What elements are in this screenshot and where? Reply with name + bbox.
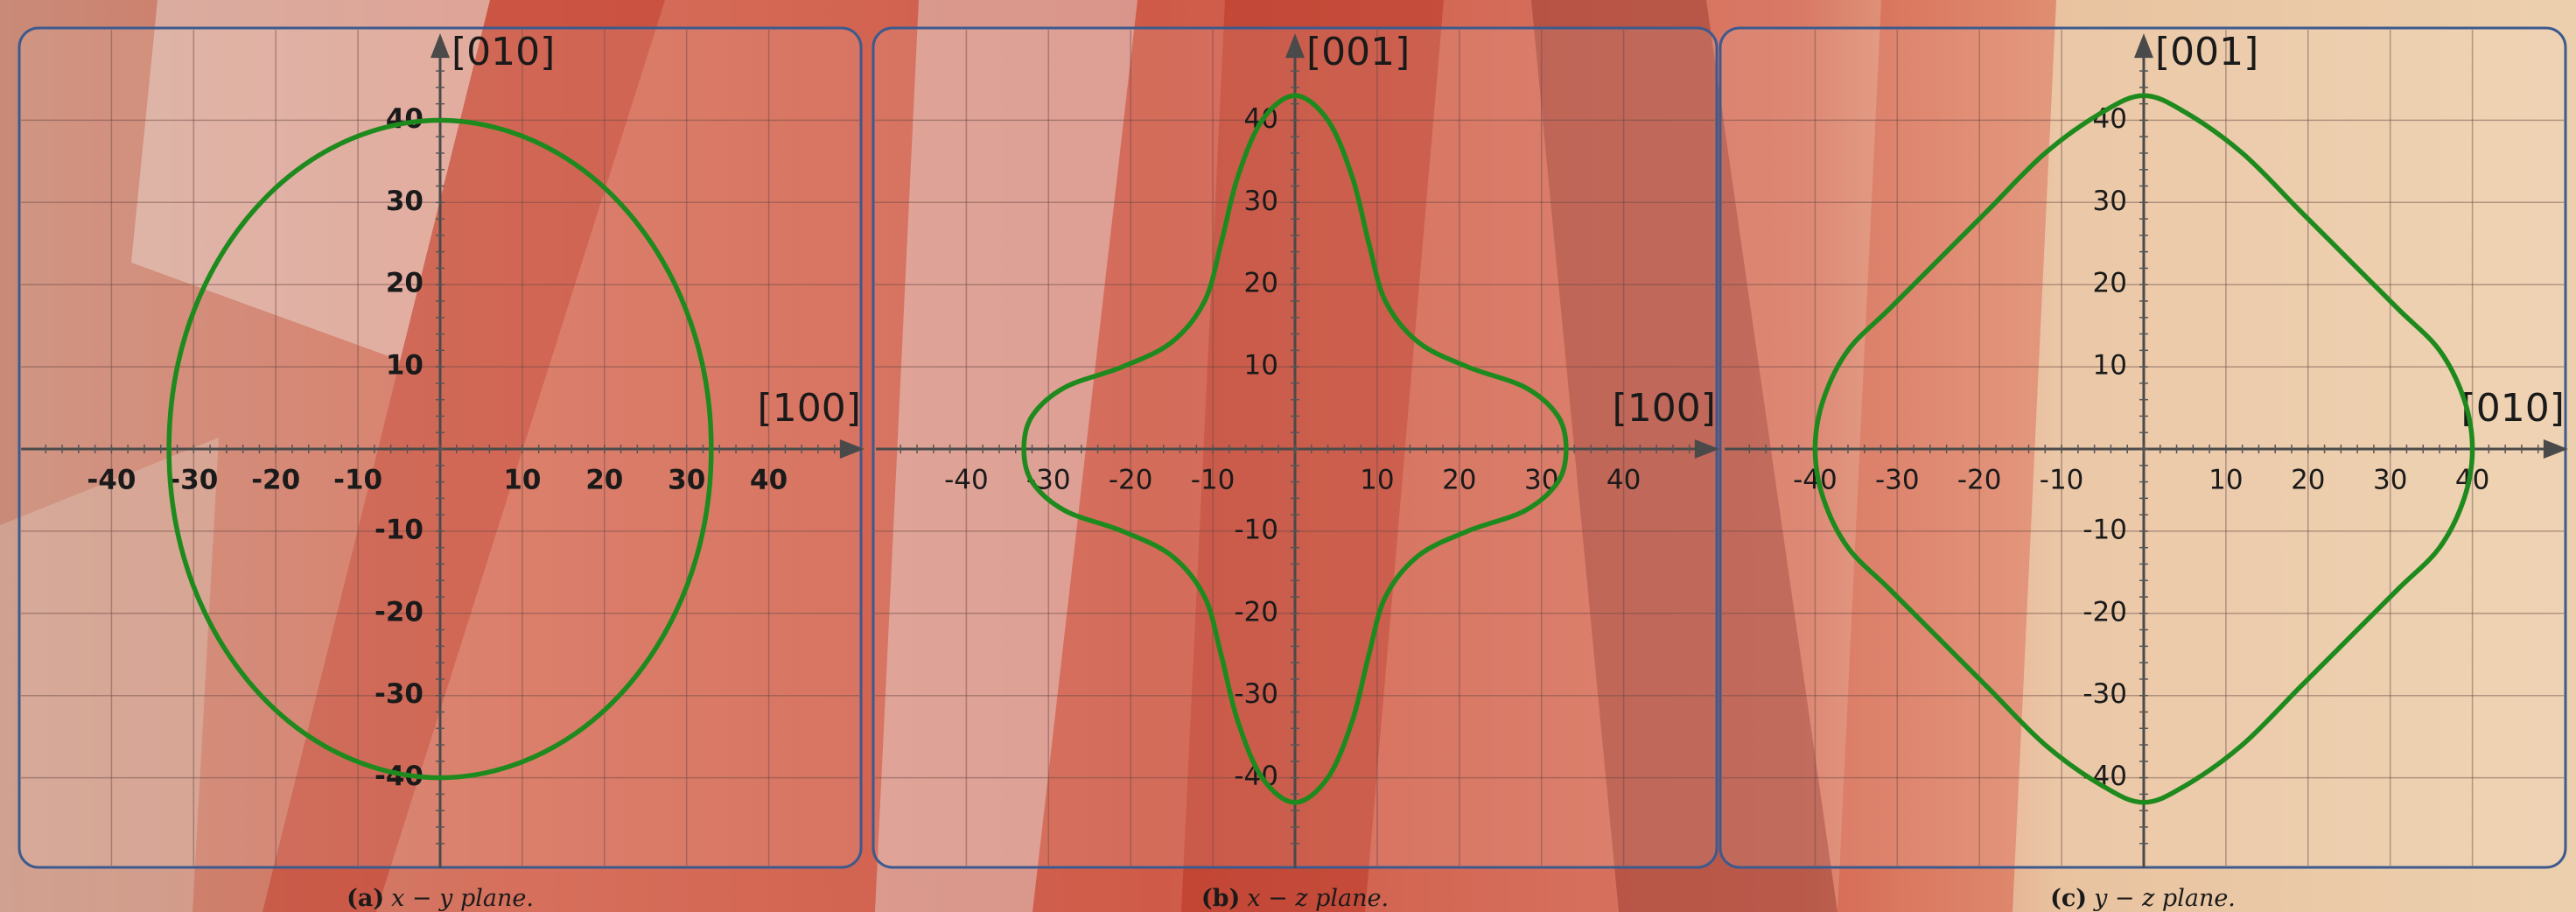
panels: -40 -30 -20 -10 10 20 30 40 -40 -30 -20 -10 10 20 30 40…	[19, 28, 2568, 912]
y-axis-label: [001]	[1306, 30, 1410, 74]
y-tick-label: -20	[2082, 596, 2127, 628]
x-tick-label: -40	[944, 465, 989, 496]
x-tick-label: 30	[2373, 465, 2407, 496]
x-tick-label: 30	[668, 465, 705, 496]
caption-label: (c)	[2050, 885, 2087, 912]
x-tick-label: 20	[585, 465, 623, 496]
x-tick-label: -40	[87, 465, 136, 496]
y-tick-label: 20	[1244, 268, 1278, 299]
y-tick-label: -30	[1234, 678, 1278, 710]
x-tick-label: 10	[1360, 465, 1394, 496]
y-tick-label: 10	[386, 350, 424, 382]
y-tick-label: -30	[374, 678, 424, 710]
y-tick-label: -20	[374, 596, 424, 628]
x-tick-label: 10	[503, 465, 541, 496]
y-tick-label: 20	[386, 268, 424, 299]
x-axis-label: [100]	[758, 386, 861, 431]
y-tick-label: 10	[2093, 350, 2127, 382]
y-tick-label: -30	[2082, 678, 2127, 710]
x-tick-label: 20	[1442, 465, 1476, 496]
y-tick-label: -10	[374, 514, 424, 545]
y-tick-label: -20	[1234, 596, 1278, 628]
x-tick-label: 20	[2291, 465, 2325, 496]
y-tick-label: -10	[1234, 514, 1278, 545]
x-tick-label: -20	[251, 465, 300, 496]
y-tick-label: 10	[1244, 350, 1278, 382]
x-tick-label: 40	[1606, 465, 1641, 496]
caption-label: (a)	[346, 885, 384, 912]
x-axis-label: [010]	[2461, 386, 2565, 431]
caption-label: (b)	[1201, 885, 1240, 912]
x-tick-label: -30	[169, 465, 218, 496]
y-tick-label: 20	[2093, 268, 2127, 299]
x-tick-label: 10	[2208, 465, 2243, 496]
x-tick-label: 40	[750, 465, 788, 496]
x-tick-label: -20	[1957, 465, 2002, 496]
caption: (c)y − z plane.	[2050, 885, 2236, 912]
x-tick-label: -20	[1109, 465, 1153, 496]
caption-text: x − z plane.	[1247, 885, 1389, 912]
page: {"chart_data": [ {"type": "line", "xlabe…	[0, 0, 2576, 912]
y-axis-label: [010]	[452, 30, 555, 74]
x-tick-label: -10	[2040, 465, 2084, 496]
x-axis-label: [100]	[1613, 386, 1716, 431]
x-tick-label: -30	[1875, 465, 1920, 496]
y-tick-label: 30	[386, 186, 424, 217]
caption-text: y − z plane.	[2093, 885, 2236, 912]
y-axis-label: [001]	[2155, 30, 2258, 74]
caption: (b) x − z plane.	[1201, 885, 1389, 912]
x-tick-label: -10	[1191, 465, 1236, 496]
y-tick-label: 30	[1244, 186, 1278, 217]
caption-text: x − y plane.	[391, 885, 534, 912]
x-tick-label: -10	[333, 465, 382, 496]
figure: -40 -30 -20 -10 10 20 30 40 -40 -30 -20 -10 10 20 30 40…	[0, 0, 2576, 912]
y-tick-label: -10	[2082, 514, 2127, 545]
y-tick-label: 30	[2093, 186, 2127, 217]
y-tick-label: 40	[386, 103, 424, 135]
caption: (a) x − y plane.	[346, 885, 534, 912]
